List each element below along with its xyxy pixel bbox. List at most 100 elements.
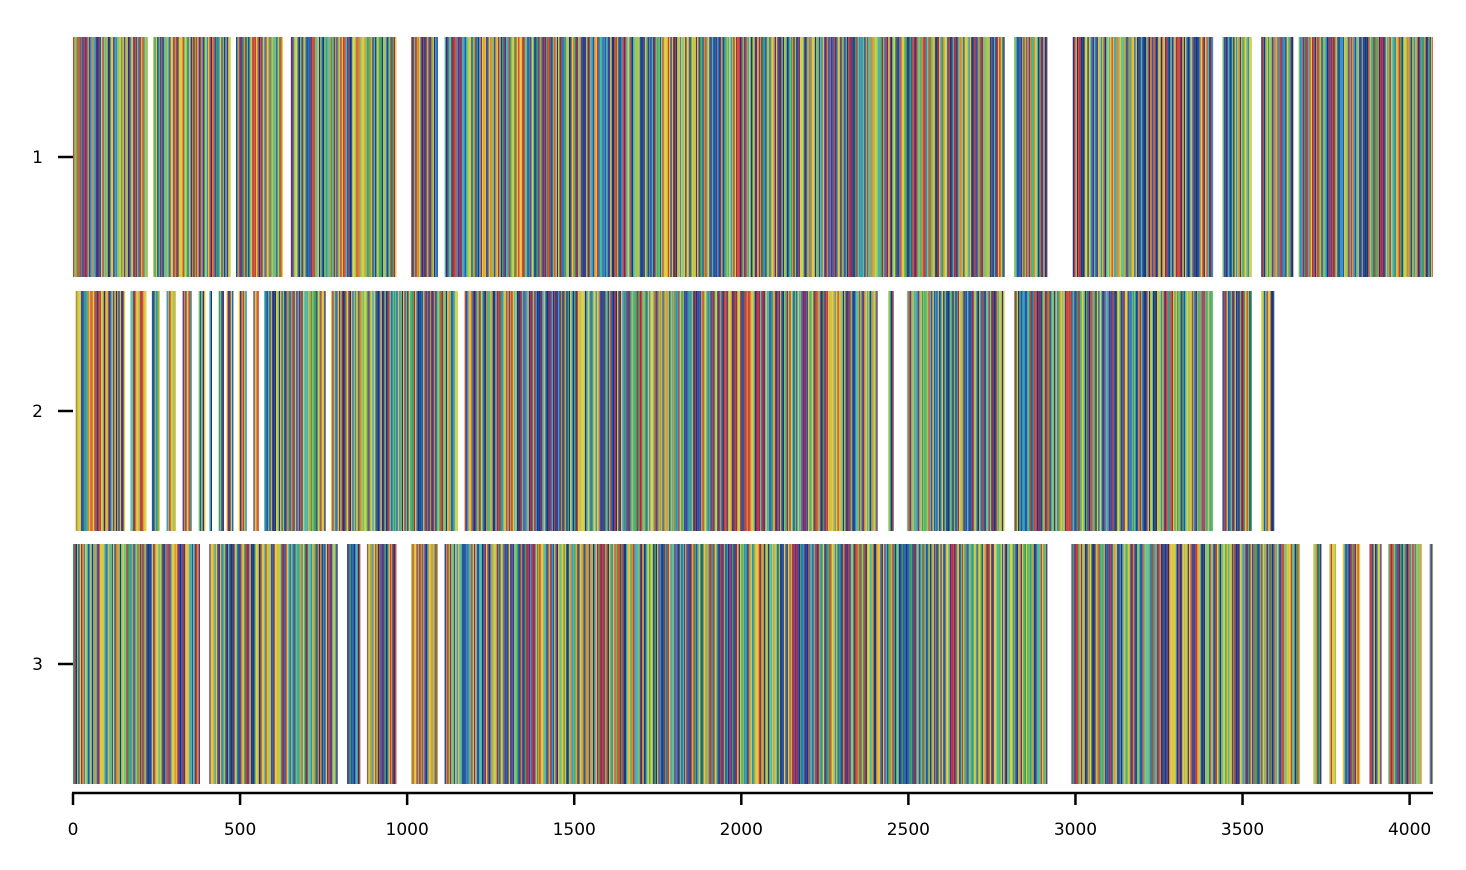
heatmap-cell xyxy=(705,544,707,784)
heatmap-cell xyxy=(987,291,989,531)
heatmap-cell xyxy=(550,291,552,531)
heatmap-cell xyxy=(935,544,937,784)
heatmap-cell xyxy=(142,291,144,531)
heatmap-cell xyxy=(809,37,811,277)
heatmap-cell xyxy=(587,544,589,784)
heatmap-cell xyxy=(1396,37,1398,277)
heatmap-cell xyxy=(499,37,501,277)
heatmap-cell xyxy=(512,544,515,784)
heatmap-cell xyxy=(1189,37,1191,277)
heatmap-cell xyxy=(1035,291,1037,531)
heatmap-cell xyxy=(539,291,541,531)
heatmap-cell xyxy=(330,544,333,784)
heatmap-cell xyxy=(663,37,666,277)
heatmap-cell xyxy=(1134,37,1136,277)
heatmap-cell xyxy=(659,544,662,784)
heatmap-cell xyxy=(1152,37,1155,277)
heatmap-cell xyxy=(1352,37,1354,277)
heatmap-cell xyxy=(964,37,966,277)
heatmap-cell xyxy=(1066,291,1068,531)
heatmap-cell xyxy=(1227,291,1230,531)
heatmap-cell xyxy=(866,544,869,784)
heatmap-cell xyxy=(1417,37,1419,277)
heatmap-cell xyxy=(540,37,543,277)
heatmap-cell xyxy=(338,291,341,531)
heatmap-cell xyxy=(1334,37,1337,277)
heatmap-cell xyxy=(121,37,123,277)
heatmap-cell xyxy=(1342,37,1345,277)
heatmap-cell xyxy=(384,291,386,531)
heatmap-cell xyxy=(476,544,478,784)
heatmap-cell xyxy=(629,544,631,784)
heatmap-cell xyxy=(618,37,620,277)
heatmap-cell xyxy=(937,291,940,531)
heatmap-cell xyxy=(1287,544,1290,784)
heatmap-cell xyxy=(793,291,795,531)
heatmap-cell xyxy=(1016,291,1018,531)
heatmap-cell xyxy=(129,37,131,277)
heatmap-cell xyxy=(325,37,327,277)
heatmap-cell xyxy=(514,544,516,784)
heatmap-cell xyxy=(627,37,630,277)
heatmap-cell xyxy=(1011,544,1013,784)
heatmap-cell xyxy=(943,544,945,784)
heatmap-cell xyxy=(353,37,356,277)
heatmap-cell xyxy=(739,291,742,531)
heatmap-cell xyxy=(183,291,186,531)
heatmap-cell xyxy=(960,544,962,784)
heatmap-cell xyxy=(177,37,179,277)
heatmap-cell xyxy=(559,291,561,531)
heatmap-cell xyxy=(1138,37,1140,277)
heatmap-cell xyxy=(166,37,168,277)
heatmap-cell xyxy=(206,37,208,277)
heatmap-cell xyxy=(995,291,997,531)
heatmap-cell xyxy=(1044,291,1047,531)
heatmap-cell xyxy=(161,37,163,277)
heatmap-cell xyxy=(742,37,744,277)
heatmap-cell xyxy=(409,291,412,531)
heatmap-cell xyxy=(1112,291,1115,531)
heatmap-cell xyxy=(1032,544,1035,784)
heatmap-cell xyxy=(91,37,94,277)
heatmap-cell xyxy=(118,544,120,784)
y-axis: 123 xyxy=(32,148,73,675)
heatmap-cell xyxy=(242,291,245,531)
heatmap-cell xyxy=(222,291,225,531)
heatmap-cell xyxy=(996,37,998,277)
heatmap-cell xyxy=(571,291,573,531)
heatmap-cell xyxy=(582,291,584,531)
heatmap-cell xyxy=(372,291,374,531)
heatmap-cell xyxy=(1350,37,1353,277)
heatmap-cell xyxy=(473,291,476,531)
heatmap-cell xyxy=(663,291,666,531)
heatmap-cell xyxy=(191,544,194,784)
heatmap-cell xyxy=(949,544,952,784)
heatmap-cell xyxy=(186,544,188,784)
heatmap-cell xyxy=(645,291,647,531)
heatmap-cell xyxy=(155,291,158,531)
heatmap-cell xyxy=(834,544,837,784)
heatmap-cell xyxy=(293,544,295,784)
heatmap-cell xyxy=(1170,544,1172,784)
heatmap-cell xyxy=(677,544,679,784)
heatmap-cell xyxy=(415,544,417,784)
heatmap-cell xyxy=(707,544,710,784)
heatmap-cell xyxy=(921,37,924,277)
heatmap-cell xyxy=(258,544,261,784)
heatmap-cell xyxy=(1150,291,1152,531)
heatmap-cell xyxy=(1332,37,1334,277)
heatmap-cell xyxy=(143,37,146,277)
heatmap-cell xyxy=(625,37,627,277)
heatmap-cell xyxy=(388,291,390,531)
heatmap-cell xyxy=(238,544,241,784)
heatmap-cell xyxy=(1096,37,1099,277)
heatmap-cell xyxy=(1046,291,1048,531)
heatmap-cell xyxy=(171,544,174,784)
heatmap-cell xyxy=(455,544,457,784)
heatmap-cell xyxy=(393,291,396,531)
heatmap-cell xyxy=(1392,544,1394,784)
heatmap-cell xyxy=(675,37,678,277)
heatmap-cell xyxy=(169,291,171,531)
heatmap-cell xyxy=(830,544,833,784)
heatmap-cell xyxy=(464,37,466,277)
